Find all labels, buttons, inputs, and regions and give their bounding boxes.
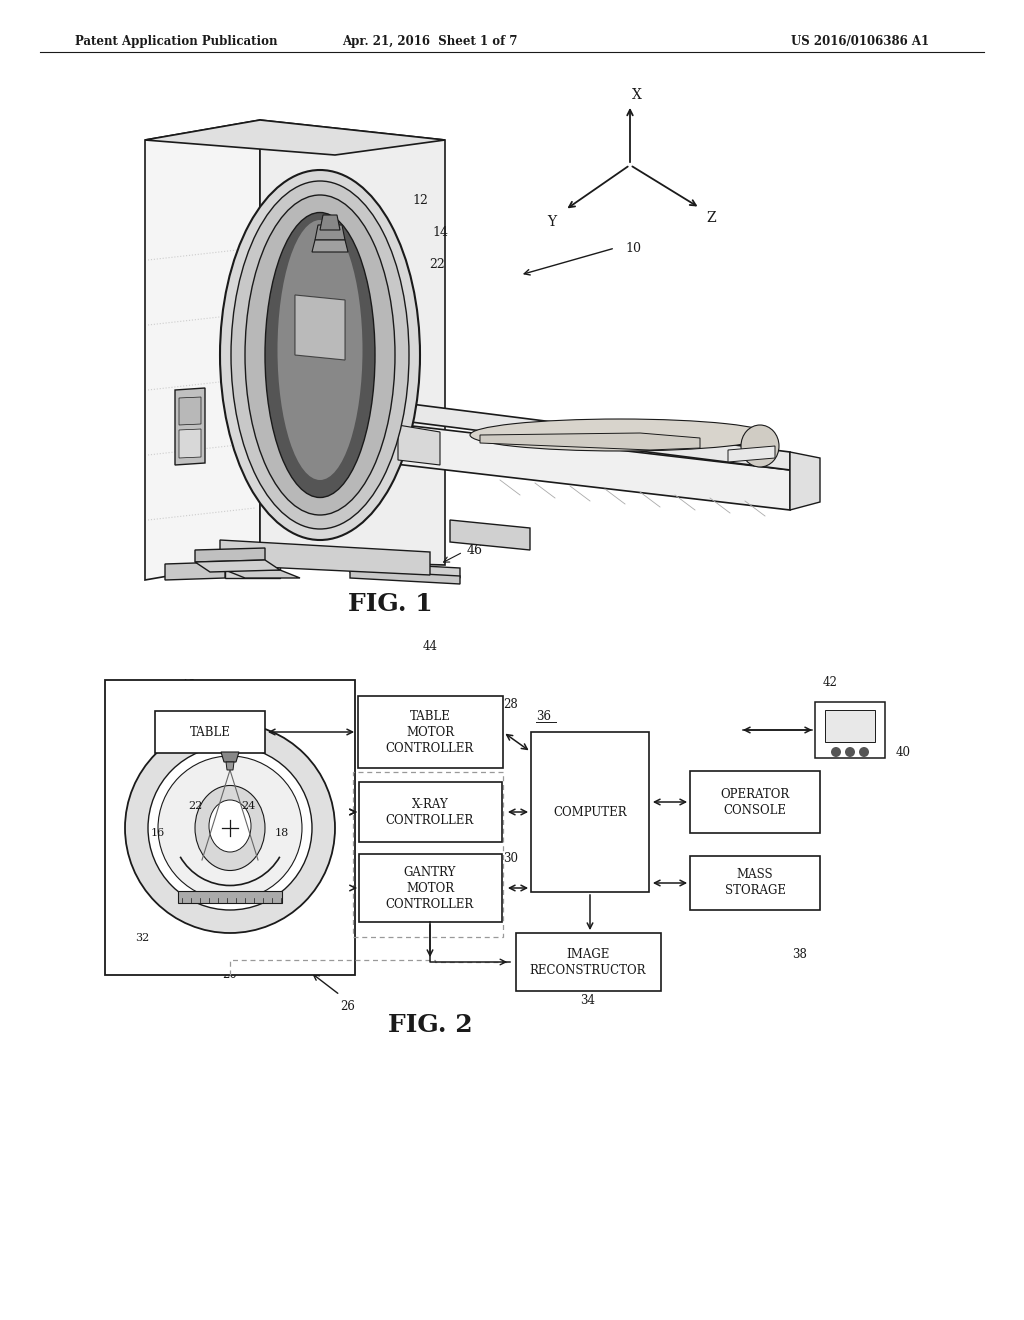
FancyBboxPatch shape bbox=[515, 933, 660, 991]
Text: Patent Application Publication: Patent Application Publication bbox=[75, 36, 278, 48]
Text: 40: 40 bbox=[896, 746, 911, 759]
Text: 32: 32 bbox=[135, 933, 150, 942]
Text: FIG. 2: FIG. 2 bbox=[388, 1012, 472, 1038]
Text: 46: 46 bbox=[180, 678, 196, 692]
Text: Y: Y bbox=[547, 215, 556, 228]
Text: 24: 24 bbox=[241, 801, 255, 810]
FancyBboxPatch shape bbox=[357, 696, 503, 768]
Text: 32: 32 bbox=[260, 329, 275, 342]
Polygon shape bbox=[728, 446, 775, 462]
Text: 46: 46 bbox=[467, 544, 483, 557]
Text: 30: 30 bbox=[503, 851, 518, 865]
Text: 18: 18 bbox=[295, 438, 311, 451]
Polygon shape bbox=[179, 429, 201, 458]
Text: 14: 14 bbox=[152, 730, 167, 743]
Polygon shape bbox=[319, 215, 340, 230]
Polygon shape bbox=[260, 120, 445, 565]
Polygon shape bbox=[312, 240, 348, 252]
Ellipse shape bbox=[209, 800, 251, 851]
Circle shape bbox=[158, 756, 302, 900]
Text: 38: 38 bbox=[793, 948, 808, 961]
Ellipse shape bbox=[220, 170, 420, 540]
Polygon shape bbox=[790, 451, 820, 510]
Polygon shape bbox=[195, 548, 265, 562]
Polygon shape bbox=[221, 752, 239, 762]
Polygon shape bbox=[350, 570, 460, 583]
Ellipse shape bbox=[470, 418, 770, 451]
Polygon shape bbox=[195, 560, 280, 572]
Text: IMAGE
RECONSTRUCTOR: IMAGE RECONSTRUCTOR bbox=[529, 948, 646, 977]
Text: 22: 22 bbox=[429, 259, 444, 272]
Polygon shape bbox=[175, 388, 205, 465]
Text: X: X bbox=[632, 88, 642, 102]
Text: X-RAY
CONTROLLER: X-RAY CONTROLLER bbox=[386, 797, 474, 826]
Text: OPERATOR
CONSOLE: OPERATOR CONSOLE bbox=[720, 788, 790, 817]
Polygon shape bbox=[165, 562, 225, 579]
Ellipse shape bbox=[278, 220, 362, 480]
Text: GANTRY
MOTOR
CONTROLLER: GANTRY MOTOR CONTROLLER bbox=[386, 866, 474, 911]
Text: 18: 18 bbox=[274, 828, 289, 838]
FancyBboxPatch shape bbox=[690, 771, 820, 833]
FancyBboxPatch shape bbox=[825, 710, 874, 742]
Polygon shape bbox=[480, 433, 700, 450]
Text: Apr. 21, 2016  Sheet 1 of 7: Apr. 21, 2016 Sheet 1 of 7 bbox=[342, 36, 518, 48]
Polygon shape bbox=[225, 562, 280, 578]
Text: US 2016/0106386 A1: US 2016/0106386 A1 bbox=[791, 36, 929, 48]
Text: 48: 48 bbox=[352, 211, 368, 224]
Text: 16: 16 bbox=[151, 828, 165, 838]
FancyBboxPatch shape bbox=[531, 733, 649, 892]
Circle shape bbox=[859, 747, 869, 756]
Text: Z: Z bbox=[706, 211, 716, 224]
FancyBboxPatch shape bbox=[155, 711, 265, 752]
Text: 36: 36 bbox=[537, 710, 552, 722]
Text: 34: 34 bbox=[581, 994, 596, 1006]
Polygon shape bbox=[179, 397, 201, 425]
Polygon shape bbox=[395, 424, 790, 510]
FancyBboxPatch shape bbox=[105, 680, 355, 975]
Text: 22: 22 bbox=[187, 801, 202, 810]
Text: 10: 10 bbox=[625, 242, 641, 255]
Ellipse shape bbox=[741, 425, 779, 467]
Polygon shape bbox=[145, 120, 445, 154]
Ellipse shape bbox=[245, 195, 395, 515]
Circle shape bbox=[831, 747, 841, 756]
Polygon shape bbox=[398, 425, 440, 465]
Polygon shape bbox=[145, 120, 260, 579]
Text: 20: 20 bbox=[262, 824, 278, 837]
Polygon shape bbox=[295, 294, 345, 360]
Circle shape bbox=[148, 746, 312, 909]
Text: 42: 42 bbox=[822, 676, 838, 689]
Polygon shape bbox=[225, 570, 300, 578]
FancyBboxPatch shape bbox=[815, 702, 885, 758]
FancyBboxPatch shape bbox=[690, 855, 820, 909]
Polygon shape bbox=[395, 403, 790, 470]
Text: TABLE: TABLE bbox=[189, 726, 230, 738]
Text: 28: 28 bbox=[503, 697, 518, 710]
Text: MASS
STORAGE: MASS STORAGE bbox=[725, 869, 785, 898]
Polygon shape bbox=[315, 224, 345, 240]
Ellipse shape bbox=[195, 785, 265, 870]
Polygon shape bbox=[450, 520, 530, 550]
Polygon shape bbox=[350, 562, 460, 578]
Polygon shape bbox=[220, 540, 430, 576]
Ellipse shape bbox=[231, 181, 409, 529]
FancyBboxPatch shape bbox=[358, 854, 502, 921]
Polygon shape bbox=[226, 762, 234, 770]
Ellipse shape bbox=[265, 213, 375, 498]
FancyBboxPatch shape bbox=[178, 891, 282, 903]
Text: FIG. 1: FIG. 1 bbox=[348, 591, 432, 616]
Text: 14: 14 bbox=[432, 226, 449, 239]
Text: 44: 44 bbox=[423, 640, 437, 653]
FancyBboxPatch shape bbox=[358, 781, 502, 842]
Circle shape bbox=[125, 723, 335, 933]
Text: TABLE
MOTOR
CONTROLLER: TABLE MOTOR CONTROLLER bbox=[386, 710, 474, 755]
Text: 20: 20 bbox=[222, 969, 238, 982]
Text: COMPUTER: COMPUTER bbox=[553, 805, 627, 818]
Text: 26: 26 bbox=[341, 1001, 355, 1012]
Text: 12: 12 bbox=[412, 194, 428, 206]
Circle shape bbox=[845, 747, 855, 756]
